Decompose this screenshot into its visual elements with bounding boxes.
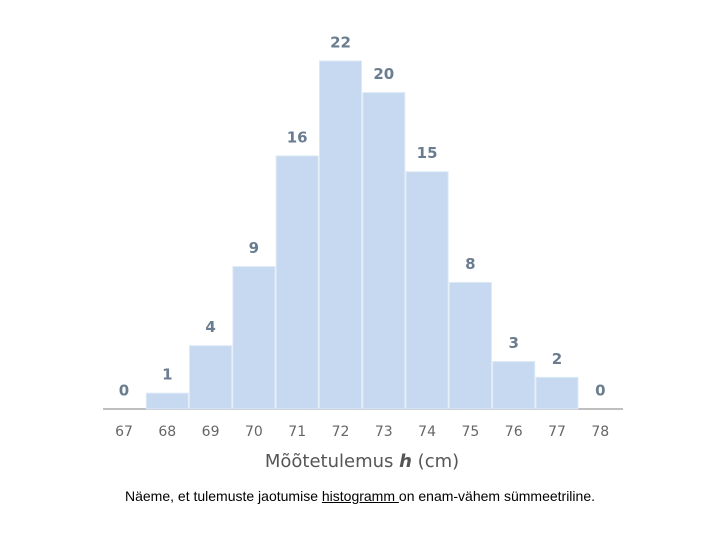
value-label: 8	[465, 255, 475, 273]
x-tick-label: 71	[288, 424, 306, 440]
bar	[405, 171, 449, 410]
value-label: 16	[287, 128, 308, 146]
x-tick-label: 67	[115, 424, 133, 440]
x-axis-title-text: Mõõtetulemus	[265, 451, 399, 472]
value-label: 9	[249, 239, 259, 257]
x-axis-unit: (cm)	[412, 451, 459, 472]
caption-text: Näeme, et tulemuste jaotumise	[125, 488, 322, 504]
x-axis-variable: h	[399, 451, 412, 472]
caption: Näeme, et tulemuste jaotumise histogramm…	[0, 488, 720, 504]
bar	[448, 281, 492, 410]
bar	[232, 266, 276, 410]
bar	[145, 392, 189, 410]
value-label: 4	[205, 318, 215, 336]
value-label: 22	[330, 34, 351, 52]
value-label: 0	[119, 382, 129, 400]
value-label: 20	[373, 65, 394, 83]
value-label: 15	[417, 144, 438, 162]
bar	[319, 60, 362, 410]
bar	[189, 345, 233, 410]
x-axis-title: Mõõtetulemus h (cm)	[265, 451, 459, 472]
bar	[492, 361, 536, 410]
bar	[535, 376, 579, 410]
value-label: 0	[595, 382, 605, 400]
bar	[275, 155, 319, 410]
x-tick-label: 78	[591, 424, 609, 440]
x-tick-label: 69	[202, 424, 220, 440]
x-tick-label: 77	[548, 424, 566, 440]
caption-text: on enam-vähem sümmeetriline.	[398, 488, 595, 504]
x-tick-label: 70	[245, 424, 263, 440]
x-tick-label: 68	[158, 424, 176, 440]
x-tick-label: 76	[505, 424, 523, 440]
chart: Mõõtetulemus h (cm) 0 67 1 68 4 69 9 70 16 71 22 72…	[103, 34, 623, 472]
x-tick-label: 72	[332, 424, 350, 440]
value-label: 1	[162, 366, 172, 384]
x-tick-label: 73	[375, 424, 393, 440]
caption-link[interactable]: histogramm	[321, 488, 399, 504]
value-label: 3	[508, 334, 518, 352]
value-label: 2	[552, 350, 562, 368]
x-tick-label: 74	[418, 424, 436, 440]
bar	[362, 92, 406, 410]
x-tick-label: 75	[461, 424, 479, 440]
